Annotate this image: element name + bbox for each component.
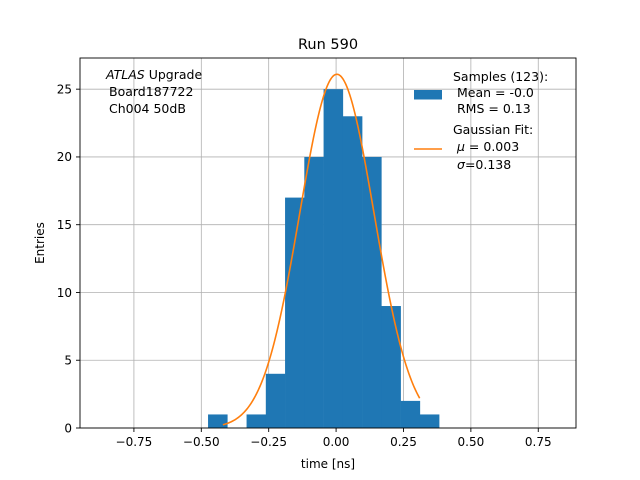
legend-fit-sigma: σ=0.138 bbox=[457, 157, 511, 172]
y-tick-label-2: 10 bbox=[57, 286, 72, 300]
legend-mu-value: = 0.003 bbox=[465, 139, 519, 154]
legend-sigma-symbol: σ bbox=[457, 157, 466, 172]
y-tick-label-0: 0 bbox=[64, 421, 72, 435]
histogram-bar-0 bbox=[208, 414, 228, 428]
x-tick-label-5: 0.50 bbox=[458, 435, 485, 449]
annotation-experiment: ATLAS bbox=[105, 67, 145, 82]
histogram-bar-5 bbox=[323, 89, 344, 429]
plot-frame bbox=[79, 57, 577, 429]
y-tick-label-4: 20 bbox=[57, 150, 72, 164]
legend-samples-mean: Mean = -0.0 bbox=[457, 85, 534, 100]
annotation-line1: ATLAS Upgrade bbox=[105, 67, 202, 82]
gaussian-fit-curve bbox=[222, 73, 421, 426]
legend: Samples (123): Mean = -0.0 RMS = 0.13 Ga… bbox=[414, 69, 548, 172]
x-tick-label-6: 0.75 bbox=[525, 435, 552, 449]
histogram-bar-8 bbox=[381, 306, 401, 428]
histogram-bar-10 bbox=[419, 414, 440, 428]
legend-sigma-value: =0.138 bbox=[465, 157, 511, 172]
x-tick-label-1: −0.50 bbox=[183, 435, 220, 449]
y-tick-label-3: 15 bbox=[57, 218, 72, 232]
y-tick-label-1: 5 bbox=[64, 354, 72, 368]
histogram-bar-1 bbox=[246, 414, 267, 428]
chart-title: Run 590 bbox=[298, 37, 358, 53]
annotation-line2: Board187722 bbox=[109, 84, 193, 99]
x-axis-label: time [ns] bbox=[301, 457, 355, 471]
legend-samples-patch bbox=[414, 90, 442, 100]
histogram-bar-9 bbox=[400, 400, 421, 428]
legend-samples-title: Samples (123): bbox=[453, 69, 548, 84]
y-tick-label-5: 25 bbox=[57, 82, 72, 96]
y-axis-ticks: 0 5 10 15 20 25 bbox=[57, 82, 80, 435]
plot-annotation: ATLAS Upgrade Board187722 Ch004 50dB bbox=[105, 67, 202, 116]
histogram-bar-6 bbox=[342, 116, 363, 429]
annotation-suffix: Upgrade bbox=[145, 67, 203, 82]
histogram-bar-4 bbox=[304, 156, 324, 428]
annotation-line3: Ch004 50dB bbox=[109, 101, 186, 116]
legend-samples-rms: RMS = 0.13 bbox=[457, 101, 531, 116]
x-axis-ticks: −0.75 −0.50 −0.25 0.00 0.25 0.50 0.75 bbox=[116, 428, 552, 449]
legend-mu-symbol: μ bbox=[456, 139, 465, 154]
y-axis-label: Entries bbox=[33, 222, 47, 264]
histogram-bars bbox=[208, 89, 440, 429]
legend-fit-title: Gaussian Fit: bbox=[453, 122, 533, 137]
x-tick-label-0: −0.75 bbox=[116, 435, 153, 449]
legend-fit-mu: μ = 0.003 bbox=[456, 139, 519, 154]
x-tick-label-2: −0.25 bbox=[250, 435, 287, 449]
x-tick-label-3: 0.00 bbox=[323, 435, 350, 449]
histogram-bar-2 bbox=[265, 373, 286, 428]
x-tick-label-4: 0.25 bbox=[390, 435, 417, 449]
histogram-bar-3 bbox=[285, 197, 305, 428]
